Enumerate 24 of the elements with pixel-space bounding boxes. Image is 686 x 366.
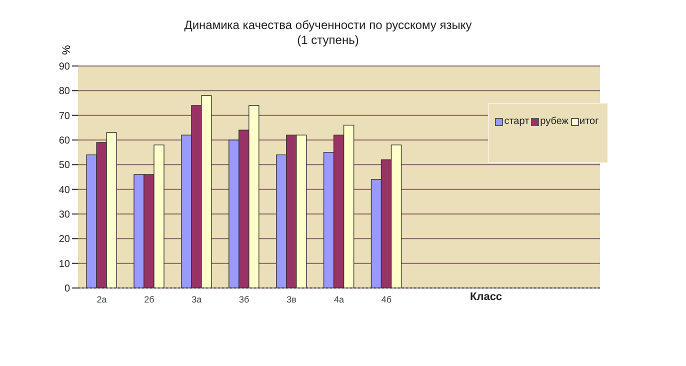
y-tick-label: 20: [58, 234, 70, 246]
x-tick-label: 4а: [334, 294, 344, 304]
x-axis-title: Класс: [470, 291, 502, 303]
y-tick-label: 70: [58, 110, 70, 122]
x-tick-label: 3б: [239, 294, 250, 304]
x-tick-label: 2а: [96, 294, 107, 304]
x-tick-label: 3а: [192, 294, 202, 304]
y-axis-title: %: [60, 45, 73, 55]
x-tick-label: 2б: [144, 294, 154, 304]
legend-label: рубеж: [539, 116, 568, 127]
x-tick-label: 4б: [381, 294, 392, 304]
y-tick-label: 80: [58, 86, 70, 98]
y-tick-label: 50: [58, 160, 70, 172]
x-tick-label: 3в: [286, 294, 297, 304]
y-tick-label: 10: [58, 258, 70, 270]
y-tick-label: 0: [64, 284, 70, 295]
y-tick-label: 40: [58, 184, 70, 196]
y-tick-label: 60: [58, 136, 70, 147]
chart-title: Динамика качества обученности по русскому языку: [183, 18, 473, 33]
chart-subtitle: (1 ступень): [296, 33, 360, 48]
legend-label: старт: [503, 116, 530, 127]
legend-label: итог: [578, 116, 599, 127]
y-tick-label: 90: [58, 62, 70, 73]
y-tick-label: 30: [58, 210, 70, 221]
